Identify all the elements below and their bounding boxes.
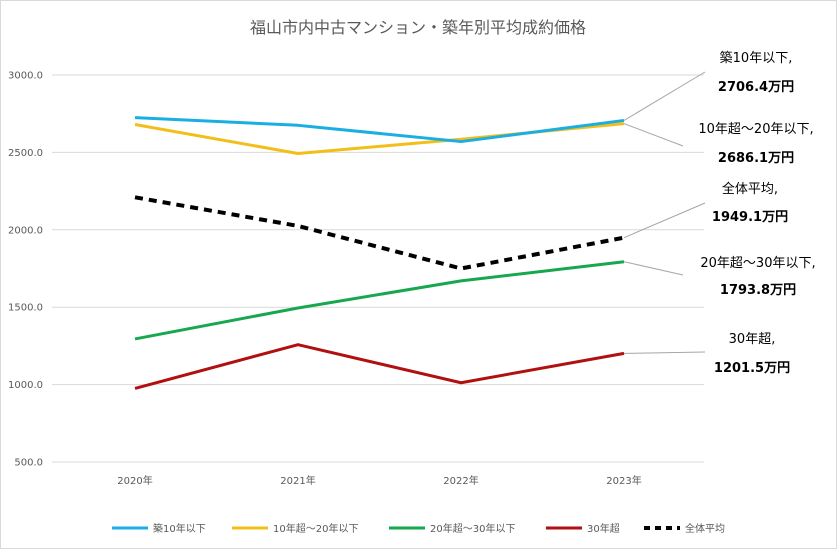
annotation-name: 築10年以下,	[720, 51, 793, 66]
y-tick-label: 1000.0	[8, 380, 43, 391]
annotation-leader-line	[623, 71, 706, 121]
legend-label: 築10年以下	[153, 522, 206, 535]
annotation-value: 1949.1万円	[712, 210, 788, 225]
y-tick-label: 2500.0	[8, 148, 43, 159]
series-line	[134, 260, 625, 341]
y-tick-label: 500.0	[14, 458, 43, 469]
y-tick-label: 1500.0	[8, 303, 43, 314]
series-line	[134, 116, 625, 144]
annotation-name: 30年超,	[729, 332, 776, 347]
annotation-name: 10年超～20年以下,	[698, 122, 813, 137]
annotation-leader-line	[623, 261, 684, 276]
x-tick-label: 2023年	[606, 474, 641, 487]
annotation-value: 1201.5万円	[714, 361, 790, 376]
annotation-name: 20年超～30年以下,	[700, 256, 815, 271]
annotation-value: 1793.8万円	[720, 283, 796, 298]
legend-label: 10年超～20年以下	[273, 522, 358, 535]
annotation-value: 2686.1万円	[718, 151, 794, 166]
x-tick-label: 2022年	[443, 474, 478, 487]
legend-label: 全体平均	[685, 522, 725, 535]
x-tick-label: 2021年	[280, 474, 315, 487]
y-tick-label: 3000.0	[8, 71, 43, 82]
annotation-leader-line	[623, 202, 706, 239]
annotation-name: 全体平均,	[722, 181, 778, 197]
legend-label: 30年超	[587, 522, 620, 535]
series-line	[134, 343, 625, 390]
annotation-value: 2706.4万円	[718, 80, 794, 95]
annotation-leader-line	[623, 123, 684, 147]
annotation-leader-line	[623, 351, 706, 354]
chart-title: 福山市内中古マンション・築年別平均成約価格	[250, 18, 586, 37]
x-tick-label: 2020年	[117, 474, 152, 487]
legend-label: 20年超～30年以下	[430, 522, 515, 535]
y-tick-label: 2000.0	[8, 225, 43, 236]
